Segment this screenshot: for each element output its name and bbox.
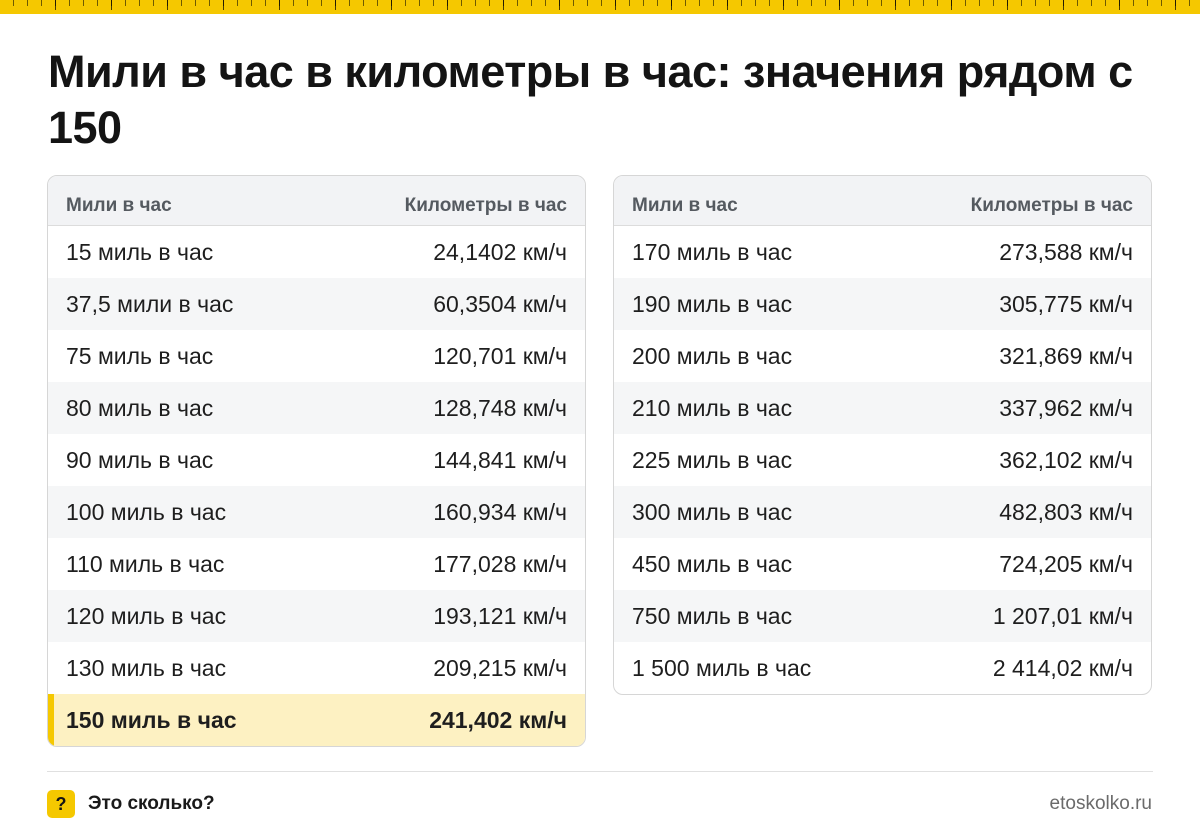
table-row: 225 миль в час 362,102 км/ч	[614, 434, 1151, 486]
cell-kmh: 128,748 км/ч	[433, 394, 567, 421]
cell-mph: 300 миль в час	[632, 498, 793, 525]
cell-kmh: 482,803 км/ч	[999, 498, 1133, 525]
table-row: 90 миль в час 144,841 км/ч	[48, 434, 585, 486]
cell-kmh: 337,962 км/ч	[999, 394, 1133, 421]
cell-kmh: 362,102 км/ч	[999, 446, 1133, 473]
header-kmh: Километры в час	[404, 194, 567, 216]
table-row: 80 миль в час 128,748 км/ч	[48, 382, 585, 434]
table-row: 110 миль в час 177,028 км/ч	[48, 538, 585, 590]
cell-mph: 225 миль в час	[632, 446, 793, 473]
cell-kmh: 724,205 км/ч	[999, 550, 1133, 577]
question-mark-icon: ?	[47, 790, 75, 818]
cell-mph: 90 миль в час	[66, 446, 214, 473]
site-url: etoskolko.ru	[1049, 793, 1152, 814]
cell-mph: 190 миль в час	[632, 290, 793, 317]
cell-kmh: 144,841 км/ч	[433, 446, 567, 473]
brand-logo: ? Это сколько?	[47, 790, 215, 818]
footer-divider	[47, 771, 1153, 772]
table-row: 1 500 миль в час 2 414,02 км/ч	[614, 642, 1151, 694]
header-mph: Мили в час	[632, 194, 738, 216]
cell-mph: 130 миль в час	[66, 654, 227, 681]
table-row: 130 миль в час 209,215 км/ч	[48, 642, 585, 694]
cell-mph: 1 500 миль в час	[632, 654, 812, 681]
header-kmh: Километры в час	[970, 194, 1133, 216]
table-row: 170 миль в час 273,588 км/ч	[614, 226, 1151, 278]
table-header: Мили в час Километры в час	[48, 176, 585, 226]
cell-kmh: 1 207,01 км/ч	[992, 602, 1133, 629]
cell-mph: 15 миль в час	[66, 238, 214, 265]
table-row: 200 миль в час 321,869 км/ч	[614, 330, 1151, 382]
table-row: 120 миль в час 193,121 км/ч	[48, 590, 585, 642]
cell-kmh: 193,121 км/ч	[433, 602, 567, 629]
cell-mph: 210 миль в час	[632, 394, 793, 421]
brand-name: Это сколько?	[88, 793, 215, 814]
cell-kmh: 24,1402 км/ч	[433, 238, 567, 265]
cell-mph: 170 миль в час	[632, 238, 793, 265]
cell-kmh: 305,775 км/ч	[999, 290, 1133, 317]
table-row: 190 миль в час 305,775 км/ч	[614, 278, 1151, 330]
conversion-table-left: Мили в час Километры в час 15 миль в час…	[47, 175, 586, 747]
cell-kmh: 60,3504 км/ч	[433, 290, 567, 317]
cell-mph: 37,5 мили в час	[66, 290, 234, 317]
cell-kmh: 209,215 км/ч	[433, 654, 567, 681]
ruler-strip	[0, 0, 1200, 14]
cell-mph: 750 миль в час	[632, 602, 793, 629]
cell-mph: 150 миль в час	[66, 706, 237, 733]
table-row: 37,5 мили в час 60,3504 км/ч	[48, 278, 585, 330]
cell-mph: 75 миль в час	[66, 342, 214, 369]
cell-mph: 110 миль в час	[66, 550, 225, 577]
cell-mph: 80 миль в час	[66, 394, 214, 421]
cell-mph: 100 миль в час	[66, 498, 227, 525]
conversion-table-right: Мили в час Километры в час 170 миль в ча…	[613, 175, 1152, 695]
table-row: 450 миль в час 724,205 км/ч	[614, 538, 1151, 590]
cell-mph: 200 миль в час	[632, 342, 793, 369]
table-row-highlighted: 150 миль в час 241,402 км/ч	[48, 694, 585, 746]
header-mph: Мили в час	[66, 194, 172, 216]
cell-kmh: 2 414,02 км/ч	[992, 654, 1133, 681]
cell-kmh: 273,588 км/ч	[999, 238, 1133, 265]
table-row: 210 миль в час 337,962 км/ч	[614, 382, 1151, 434]
cell-kmh: 120,701 км/ч	[433, 342, 567, 369]
table-header: Мили в час Километры в час	[614, 176, 1151, 226]
cell-kmh: 321,869 км/ч	[999, 342, 1133, 369]
table-row: 100 миль в час 160,934 км/ч	[48, 486, 585, 538]
table-row: 750 миль в час 1 207,01 км/ч	[614, 590, 1151, 642]
cell-kmh: 160,934 км/ч	[433, 498, 567, 525]
table-row: 75 миль в час 120,701 км/ч	[48, 330, 585, 382]
page-title: Мили в час в километры в час: значения р…	[48, 46, 1133, 153]
cell-kmh: 177,028 км/ч	[433, 550, 567, 577]
cell-kmh: 241,402 км/ч	[429, 706, 567, 733]
cell-mph: 120 миль в час	[66, 602, 227, 629]
table-row: 300 миль в час 482,803 км/ч	[614, 486, 1151, 538]
table-row: 15 миль в час 24,1402 км/ч	[48, 226, 585, 278]
cell-mph: 450 миль в час	[632, 550, 793, 577]
